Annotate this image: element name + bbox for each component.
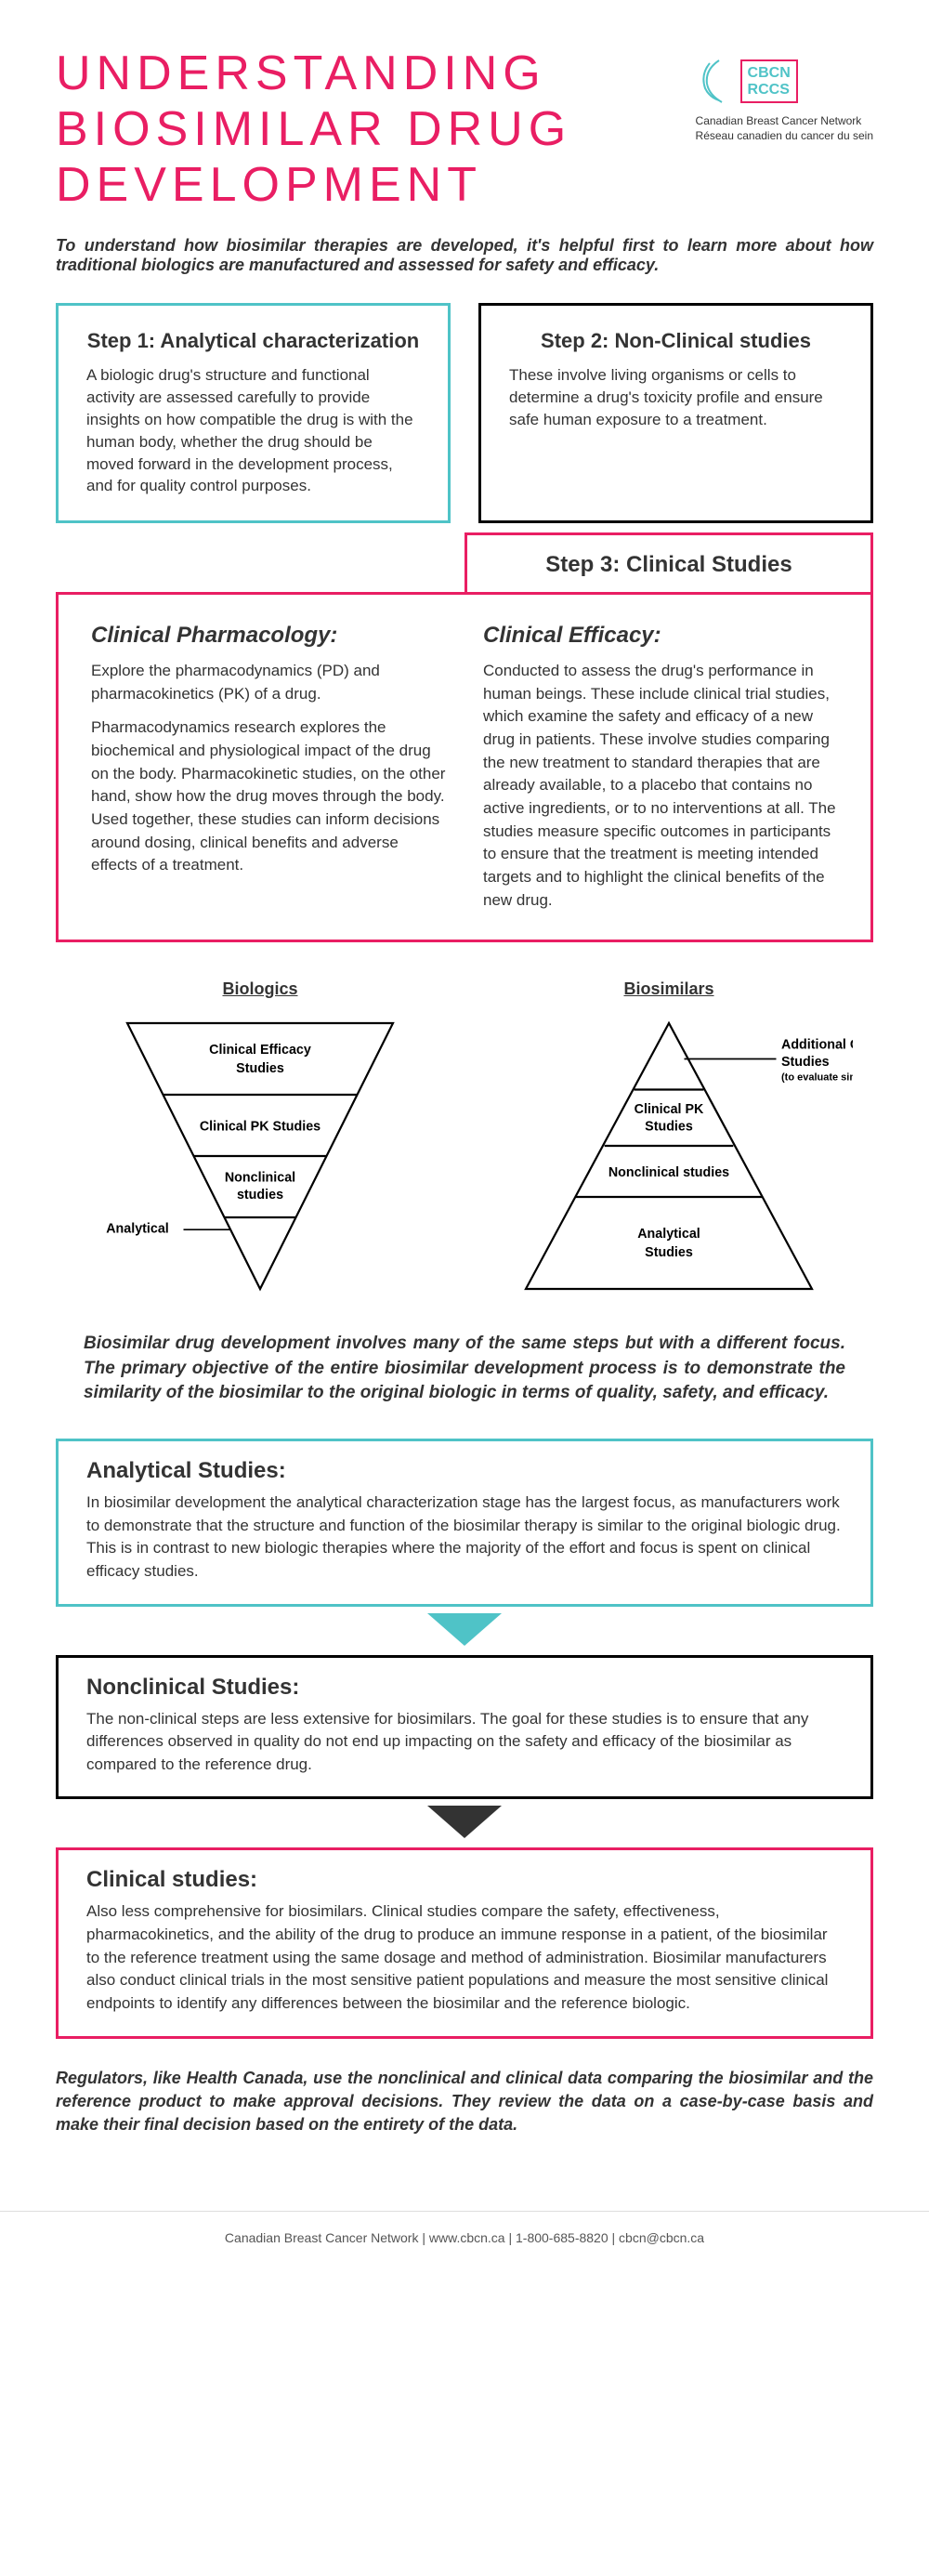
sim-level-4b: Studies — [645, 1245, 693, 1260]
step1-body: A biologic drug's structure and function… — [86, 364, 420, 497]
sim-level-4a: Analytical — [637, 1227, 700, 1242]
page: UNDERSTANDING BIOSIMILAR DRUG DEVELOPMEN… — [0, 0, 929, 2211]
nonclinical-box: Nonclinical Studies: The non-clinical st… — [56, 1655, 873, 1800]
bio-level-3b: studies — [237, 1188, 283, 1203]
sim-level-1a: Additional Clinical — [781, 1038, 853, 1053]
pharm-title: Clinical Pharmacology: — [91, 623, 446, 649]
sim-level-1b: Studies — [781, 1055, 830, 1070]
bio-level-1b: Studies — [236, 1061, 284, 1076]
clinical-body: Also less comprehensive for biosimilars.… — [86, 1900, 843, 2015]
logo-subtitle: Canadian Breast Cancer Network Réseau ca… — [696, 114, 873, 143]
logo-sub-fr: Réseau canadien du cancer du sein — [696, 129, 873, 144]
arrow-down-icon — [427, 1613, 502, 1646]
biologics-pyramid: Biologics Clinical Efficacy Studies Clin… — [76, 979, 444, 1304]
ribbon-icon — [696, 56, 733, 107]
clinical-title: Clinical studies: — [86, 1867, 843, 1893]
bio-level-2: Clinical PK Studies — [200, 1120, 321, 1135]
pharmacology-col: Clinical Pharmacology: Explore the pharm… — [91, 623, 446, 912]
closing-text: Regulators, like Health Canada, use the … — [56, 2067, 873, 2137]
sim-level-2b: Studies — [645, 1120, 693, 1135]
bio-level-4: Analytical — [106, 1222, 169, 1237]
intro-text: To understand how biosimilar therapies a… — [56, 236, 873, 275]
header: UNDERSTANDING BIOSIMILAR DRUG DEVELOPMEN… — [56, 46, 873, 213]
step1-box: Step 1: Analytical characterization A bi… — [56, 303, 451, 523]
steps-row: Step 1: Analytical characterization A bi… — [56, 303, 873, 523]
step1-title: Step 1: Analytical characterization — [86, 329, 420, 353]
mid-text: Biosimilar drug development involves man… — [84, 1332, 845, 1406]
logo-block: CBCN RCCS Canadian Breast Cancer Network… — [696, 56, 873, 143]
analytical-body: In biosimilar development the analytical… — [86, 1492, 843, 1584]
sim-level-1c: (to evaluate similarity) — [781, 1072, 853, 1084]
sim-level-2a: Clinical PK — [635, 1102, 704, 1117]
inverted-pyramid-icon: Clinical Efficacy Studies Clinical PK St… — [76, 1013, 444, 1299]
step2-title: Step 2: Non-Clinical studies — [509, 329, 843, 353]
nonclinical-title: Nonclinical Studies: — [86, 1675, 843, 1701]
eff-title: Clinical Efficacy: — [483, 623, 838, 649]
pyramid-icon: Additional Clinical Studies (to evaluate… — [485, 1013, 853, 1299]
analytical-title: Analytical Studies: — [86, 1458, 843, 1484]
sim-level-3: Nonclinical studies — [608, 1165, 729, 1180]
nonclinical-body: The non-clinical steps are less extensiv… — [86, 1708, 843, 1777]
page-title: UNDERSTANDING BIOSIMILAR DRUG DEVELOPMEN… — [56, 46, 677, 213]
logo: CBCN RCCS — [696, 56, 873, 107]
clinical-box: Clinical studies: Also less comprehensiv… — [56, 1847, 873, 2038]
step2-body: These involve living organisms or cells … — [509, 364, 843, 430]
step3-title: Step 3: Clinical Studies — [464, 532, 873, 595]
logo-acronym: CBCN RCCS — [740, 59, 798, 103]
pharm-body: Explore the pharmacodynamics (PD) and ph… — [91, 660, 446, 877]
step3-box: Clinical Pharmacology: Explore the pharm… — [56, 592, 873, 942]
efficacy-col: Clinical Efficacy: Conducted to assess t… — [483, 623, 838, 912]
biosimilars-label: Biosimilars — [485, 979, 853, 999]
logo-sub-en: Canadian Breast Cancer Network — [696, 114, 873, 129]
pharm-p1: Explore the pharmacodynamics (PD) and ph… — [91, 660, 446, 705]
arrow-down-icon — [427, 1806, 502, 1838]
pyramids-diagram: Biologics Clinical Efficacy Studies Clin… — [56, 979, 873, 1304]
logo-acronym-top: CBCN — [748, 65, 791, 82]
step2-box: Step 2: Non-Clinical studies These invol… — [478, 303, 873, 523]
footer: Canadian Breast Cancer Network | www.cbc… — [0, 2211, 929, 2264]
biologics-label: Biologics — [76, 979, 444, 999]
biosimilars-pyramid: Biosimilars Additional Clinical Studies … — [485, 979, 853, 1304]
logo-acronym-bottom: RCCS — [748, 82, 791, 99]
bio-level-1a: Clinical Efficacy — [209, 1043, 311, 1058]
bio-level-3a: Nonclinical — [225, 1171, 295, 1186]
pharm-p2: Pharmacodynamics research explores the b… — [91, 716, 446, 876]
eff-body: Conducted to assess the drug's performan… — [483, 660, 838, 912]
analytical-box: Analytical Studies: In biosimilar develo… — [56, 1439, 873, 1607]
